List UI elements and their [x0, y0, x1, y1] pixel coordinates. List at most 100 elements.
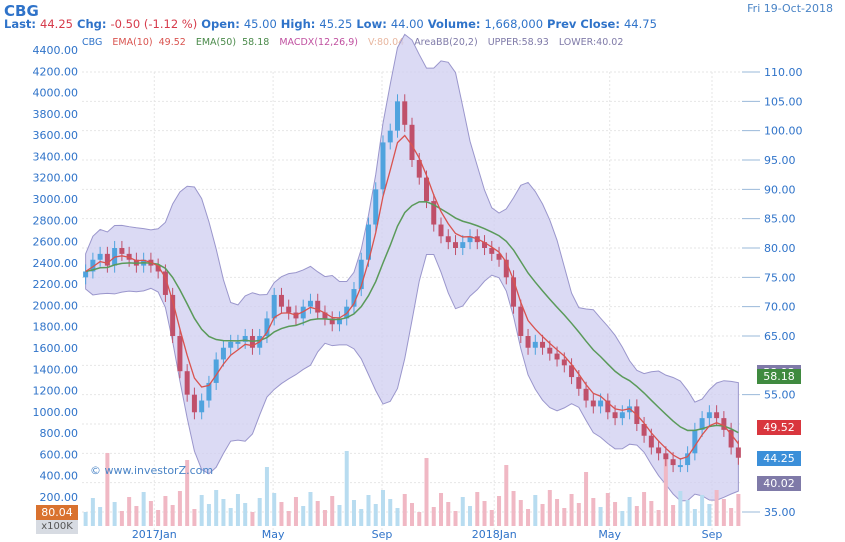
candle-body	[670, 459, 676, 466]
candle-body	[438, 224, 444, 237]
candle-body	[532, 341, 538, 348]
left-tick-label: 3000.00	[33, 193, 79, 206]
candle-body	[612, 412, 618, 419]
volume-bar	[351, 500, 356, 526]
candle-body	[619, 412, 625, 419]
chg-value: -0.50 (-1.12 %)	[110, 17, 198, 31]
candle-body	[184, 371, 190, 395]
candle-body	[329, 318, 335, 325]
volume-bar	[250, 512, 255, 526]
left-axis-ticks: 200.00 400.00 600.00 800.00 1000.00 1200.00 14…	[33, 44, 79, 504]
left-tick-label: 3200.00	[33, 172, 79, 185]
volume-bar	[293, 497, 298, 526]
volume-value: 1,668,000	[484, 17, 544, 31]
ema50-line	[85, 201, 739, 434]
volume-bar	[482, 501, 487, 526]
x-tick-label: May	[262, 528, 285, 541]
volume-bar	[685, 500, 690, 526]
volume-bar	[700, 495, 705, 526]
volume-bar	[177, 491, 182, 526]
price-badge: 44.25	[757, 450, 801, 466]
candle-body	[699, 418, 705, 430]
price-badge: 58.18	[757, 369, 801, 384]
volume-bar	[185, 460, 190, 526]
volume-bar	[584, 472, 589, 526]
legend-bb-lower: LOWER:40.02	[558, 37, 624, 48]
candlesticks	[83, 94, 741, 473]
candle-body	[336, 318, 342, 325]
volume-bar	[279, 502, 284, 526]
price-badge: 40.02	[757, 475, 801, 491]
x-tick-label: 2018Jan	[472, 528, 517, 541]
volume-bar	[678, 491, 683, 526]
volume-bar	[591, 498, 596, 526]
legend-symbol: CBG	[82, 37, 103, 48]
candle-body	[228, 341, 234, 348]
candle-body	[489, 248, 495, 254]
volume-bar	[170, 505, 175, 526]
volume-bar	[460, 497, 465, 526]
left-tick-label: 400.00	[40, 470, 79, 483]
chart-date: Fri 19-Oct-2018	[747, 2, 833, 15]
candle-body	[402, 101, 408, 125]
candle-body	[583, 388, 589, 401]
left-tick-label: 2200.00	[33, 278, 79, 291]
volume-bar	[119, 511, 124, 526]
chg-label: Chg:	[77, 17, 107, 31]
volume-bar	[562, 508, 567, 526]
volume-bar	[243, 503, 248, 526]
legend-macd: MACDX(12,26,9)	[279, 37, 358, 48]
volume-bar	[330, 496, 335, 526]
candle-body	[605, 400, 611, 413]
left-tick-label: 2400.00	[33, 257, 79, 270]
candle-body	[525, 336, 531, 348]
volume-bar	[373, 504, 378, 526]
volume-bar	[141, 492, 146, 526]
candle-body	[460, 242, 466, 248]
right-tick-label: 75.00	[764, 271, 796, 284]
candle-body	[220, 347, 226, 360]
volume-bar	[605, 493, 610, 526]
left-tick-label: 3800.00	[33, 108, 79, 121]
volume-bar	[439, 493, 444, 526]
volume-bar	[613, 502, 618, 526]
watermark: © www.investorZ.com	[90, 464, 214, 477]
volume-bar	[410, 503, 414, 526]
right-tick-label: 35.00	[764, 506, 796, 519]
candle-body	[714, 412, 720, 419]
right-tick-label: 85.00	[764, 213, 796, 226]
volume-bar	[199, 495, 204, 526]
candle-body	[191, 394, 197, 413]
volume-bar	[518, 500, 523, 526]
candle-body	[278, 294, 284, 307]
candle-body	[590, 400, 596, 407]
candle-body	[511, 277, 517, 307]
candle-body	[656, 447, 662, 454]
left-tick-label: 2800.00	[33, 214, 79, 227]
volume-bar	[257, 498, 262, 526]
volume-bar	[286, 511, 291, 526]
volume-bar	[468, 506, 473, 526]
x-tick-label: Sep	[702, 528, 723, 541]
candle-body	[445, 236, 451, 243]
volume-bar	[148, 501, 153, 526]
volume-bar	[112, 502, 117, 526]
candle-body	[431, 201, 437, 225]
volume-bar	[127, 497, 132, 526]
volume-bar	[83, 512, 88, 526]
candle-body	[728, 429, 734, 448]
volume-bar	[533, 495, 538, 526]
volume-bar	[337, 505, 342, 526]
candle-body	[503, 259, 509, 278]
right-tick-label: 110.00	[764, 66, 803, 79]
volume-bar	[264, 467, 269, 526]
left-tick-label: 1200.00	[33, 385, 79, 398]
volume-bar	[163, 496, 168, 526]
volume-bar	[729, 508, 734, 526]
candle-body	[721, 418, 727, 430]
volume-bar	[707, 504, 712, 526]
volume-bar	[446, 502, 451, 526]
low-value: 44.00	[390, 17, 424, 31]
ema-lines	[85, 134, 739, 460]
